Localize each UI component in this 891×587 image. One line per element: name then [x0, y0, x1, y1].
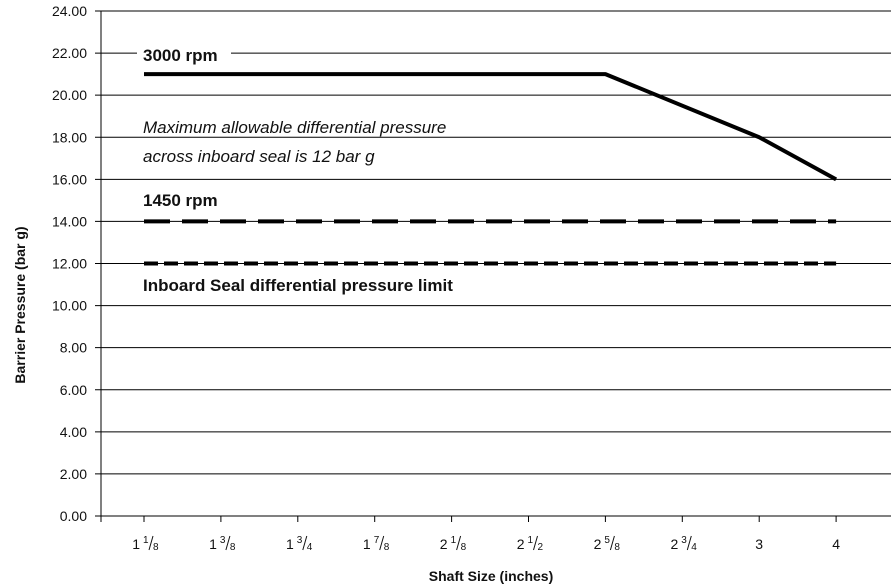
svg-text:1: 1 [363, 536, 371, 552]
svg-text:1: 1 [528, 535, 534, 546]
svg-text:2: 2 [538, 542, 544, 553]
y-tick-label: 4.00 [60, 424, 87, 440]
svg-text:1: 1 [286, 536, 294, 552]
svg-text:2: 2 [440, 536, 448, 552]
svg-text:1: 1 [209, 536, 217, 552]
svg-text:3: 3 [681, 535, 687, 546]
y-tick-label: 12.00 [52, 256, 87, 272]
svg-text:8: 8 [230, 542, 236, 553]
series-label-3000-background [137, 43, 231, 66]
svg-text:4: 4 [691, 542, 697, 553]
y-tick-label: 24.00 [52, 3, 87, 19]
x-tick-label: 2 18 [440, 535, 467, 553]
svg-text:7: 7 [374, 535, 380, 546]
x-tick-label: 2 58 [594, 535, 621, 553]
y-tick-label: 18.00 [52, 129, 87, 145]
x-tick-label: 1 38 [209, 535, 236, 553]
svg-text:3: 3 [297, 535, 303, 546]
y-tick-label: 10.00 [52, 298, 87, 314]
svg-text:5: 5 [604, 535, 610, 546]
svg-text:4: 4 [832, 536, 840, 552]
x-tick-label: 2 34 [671, 535, 698, 553]
y-tick-label: 20.00 [52, 87, 87, 103]
annotation-line-1: Maximum allowable differential pressure [143, 118, 446, 137]
y-tick-label: 16.00 [52, 171, 87, 187]
y-tick-label: 2.00 [60, 466, 87, 482]
svg-text:2: 2 [517, 536, 525, 552]
svg-text:1: 1 [132, 536, 140, 552]
svg-text:1: 1 [451, 535, 457, 546]
x-tick-label: 3 [755, 536, 763, 552]
series-lines [144, 72, 838, 266]
y-tick-label: 22.00 [52, 45, 87, 61]
y-tick-label: 6.00 [60, 382, 87, 398]
svg-text:2: 2 [594, 536, 602, 552]
y-tick-labels: 0.00 2.00 4.00 6.00 8.00 10.00 12.00 14.00 16.00… [52, 3, 87, 524]
series-label-1450-rpm: 1450 rpm [143, 191, 218, 210]
annotation-line-2: across inboard seal is 12 bar g [143, 147, 375, 166]
svg-text:2: 2 [671, 536, 679, 552]
x-axis-title: Shaft Size (inches) [429, 568, 553, 584]
svg-text:3: 3 [755, 536, 763, 552]
series-label-3000-rpm: 3000 rpm [143, 46, 218, 65]
svg-text:8: 8 [153, 542, 159, 553]
series-line-0 [144, 72, 838, 182]
y-tick-label: 0.00 [60, 508, 87, 524]
svg-text:4: 4 [307, 542, 313, 553]
x-tick-label: 1 34 [286, 535, 313, 553]
svg-text:8: 8 [384, 542, 390, 553]
svg-text:8: 8 [461, 542, 467, 553]
series-label-inboard-limit: Inboard Seal differential pressure limit [143, 276, 453, 295]
x-tick-labels: 1 18 1 38 1 34 1 78 2 18 2 12 2 58 2 34 3 4 [132, 535, 840, 553]
x-tick-label: 2 12 [517, 535, 544, 553]
x-tick-label: 1 18 [132, 535, 159, 553]
y-tick-label: 8.00 [60, 340, 87, 356]
svg-text:1: 1 [143, 535, 149, 546]
axes [100, 11, 891, 522]
y-axis-title: Barrier Pressure (bar g) [12, 226, 28, 383]
x-tick-label: 4 [832, 536, 840, 552]
x-tick-label: 1 78 [363, 535, 390, 553]
svg-text:8: 8 [614, 542, 620, 553]
y-tick-label: 14.00 [52, 213, 87, 229]
svg-text:3: 3 [220, 535, 226, 546]
